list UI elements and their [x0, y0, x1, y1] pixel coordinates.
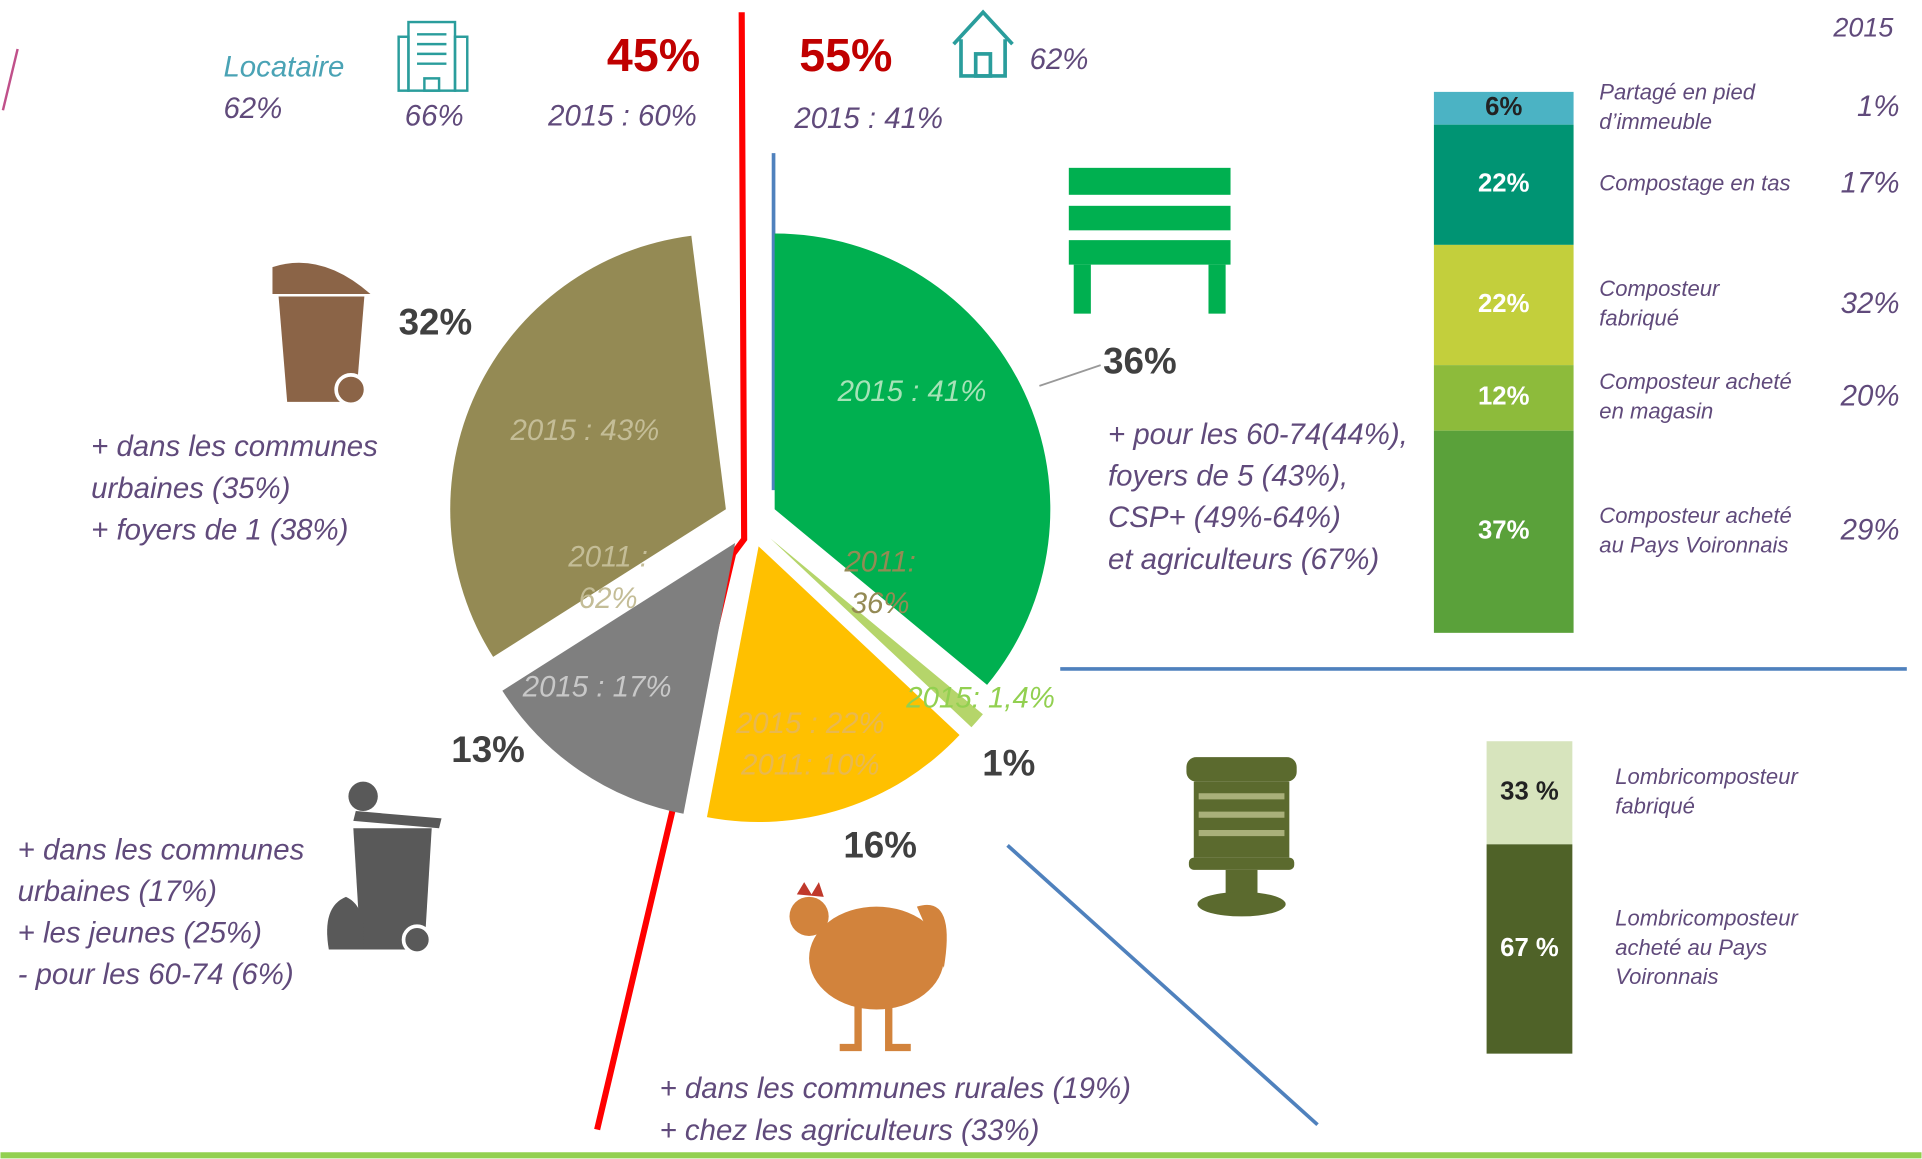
note: + pour les 60-74(44%),: [1108, 418, 1408, 451]
slice-label: 36%: [1103, 341, 1177, 382]
chicken-icon: [789, 882, 946, 1047]
slice-label: 13%: [451, 729, 525, 770]
segment-category: Compostage en tas: [1599, 171, 1790, 196]
worm-bin-icon: [1186, 757, 1296, 916]
note: + les jeunes (25%): [18, 917, 262, 950]
comparison-value: 32%: [1841, 287, 1900, 320]
slice-note: 2015 : 17%: [522, 670, 672, 703]
note: + dans les communes: [91, 430, 378, 463]
slice-note: 2011 :: [567, 540, 648, 573]
slice-note: 2015: 1,4%: [905, 681, 1055, 714]
comparison-value: 20%: [1840, 380, 1900, 413]
segment-category: Lombricomposteur: [1615, 764, 1799, 789]
comparison-value: 17%: [1841, 167, 1900, 200]
tenant-share: 62%: [223, 92, 282, 125]
note: - pour les 60-74 (6%): [18, 958, 294, 991]
segment-category: Composteur: [1599, 276, 1721, 301]
segment-category: fabriqué: [1599, 306, 1679, 331]
slice-label: 16%: [843, 825, 917, 866]
slice-note: 2011: 10%: [740, 749, 879, 782]
leader: [1039, 365, 1100, 386]
segment-category: au Pays Voironnais: [1599, 532, 1788, 557]
segment-category: Composteur acheté: [1599, 503, 1791, 528]
left-total: 45%: [607, 29, 700, 81]
comparison-title: 2015: [1832, 13, 1894, 43]
segment-category: en magasin: [1599, 398, 1713, 423]
infographic: Locataire 62% 66% 45% 2015 : 60% 55% 2015 : 41…: [0, 0, 1922, 1159]
building-share: 66%: [405, 99, 464, 132]
segment-category: Partagé en pied: [1599, 79, 1755, 104]
right-total-2015: 2015 : 41%: [793, 102, 943, 135]
bin-icon: [272, 263, 370, 405]
house-share: 62%: [1030, 43, 1089, 76]
note: et agriculteurs (67%): [1108, 543, 1379, 576]
note: CSP+ (49%-64%): [1108, 501, 1341, 534]
left-total-2015: 2015 : 60%: [547, 99, 697, 132]
note: + chez les agriculteurs (33%): [660, 1114, 1040, 1147]
slice-label: 32%: [399, 301, 473, 342]
note: + foyers de 1 (38%): [91, 513, 348, 546]
segment-label: 22%: [1478, 170, 1530, 198]
slice-note: 2011:: [843, 545, 915, 578]
segment-category: Composteur acheté: [1599, 369, 1791, 394]
composter-icon: [1069, 168, 1231, 314]
segment-label: 22%: [1478, 290, 1530, 318]
note: + dans les communes rurales (19%): [660, 1072, 1131, 1105]
note: foyers de 5 (43%),: [1108, 460, 1348, 493]
note: urbaines (17%): [18, 875, 217, 908]
comparison-value: 1%: [1857, 90, 1899, 123]
segment-label: 67 %: [1500, 934, 1559, 962]
segment-category: Voironnais: [1615, 964, 1718, 989]
segment-label: 33 %: [1500, 778, 1559, 806]
note: + dans les communes: [18, 833, 305, 866]
house-icon: [954, 12, 1013, 76]
slice-label: 1%: [982, 742, 1035, 783]
segment-label: 6%: [1485, 93, 1522, 121]
tenant-label: Locataire: [223, 50, 344, 83]
segment-label: 37%: [1478, 517, 1530, 545]
building-icon: [399, 22, 468, 91]
gray-bin-icon: [327, 782, 441, 954]
segment-category: Lombricomposteur: [1615, 905, 1799, 930]
segment-label: 12%: [1478, 383, 1530, 411]
segment-category: d’immeuble: [1599, 109, 1712, 134]
comparison-value: 29%: [1840, 514, 1900, 547]
slice-note: 2015 : 41%: [837, 375, 987, 408]
segment-category: fabriqué: [1615, 793, 1695, 818]
right-total: 55%: [799, 29, 892, 81]
corner-line: [3, 49, 18, 110]
slice-note: 36%: [851, 587, 910, 620]
slice-note: 2015 : 43%: [510, 414, 660, 447]
slice-note: 62%: [579, 582, 638, 615]
slice-note: 2015 : 22%: [735, 707, 885, 740]
note: urbaines (35%): [91, 472, 290, 505]
segment-category: acheté au Pays: [1615, 935, 1767, 960]
